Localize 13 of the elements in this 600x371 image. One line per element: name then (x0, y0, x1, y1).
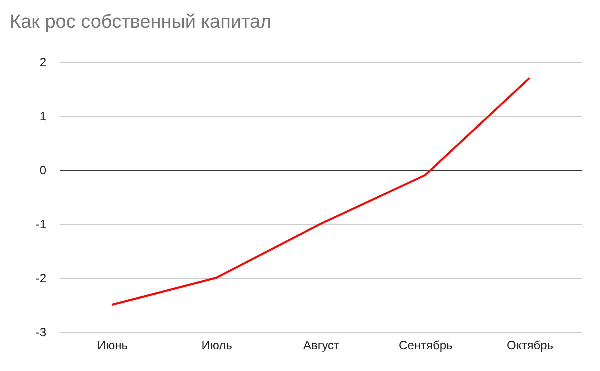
y-tick-label: 0 (40, 164, 47, 178)
y-tick-label: 1 (40, 110, 47, 124)
y-tick-label: -1 (36, 218, 47, 232)
chart-title: Как рос собственный капитал (10, 12, 272, 33)
x-tick-label: Июнь (97, 338, 128, 352)
y-tick-label: -2 (36, 272, 47, 286)
x-tick-label: Сентябрь (399, 338, 453, 352)
x-tick-label: Октябрь (507, 338, 554, 352)
y-tick-label: 2 (40, 56, 47, 70)
x-tick-label: Август (303, 338, 340, 352)
x-tick-label: Июль (202, 338, 232, 352)
line-series (111, 77, 531, 306)
y-tick-label: -3 (36, 326, 47, 340)
